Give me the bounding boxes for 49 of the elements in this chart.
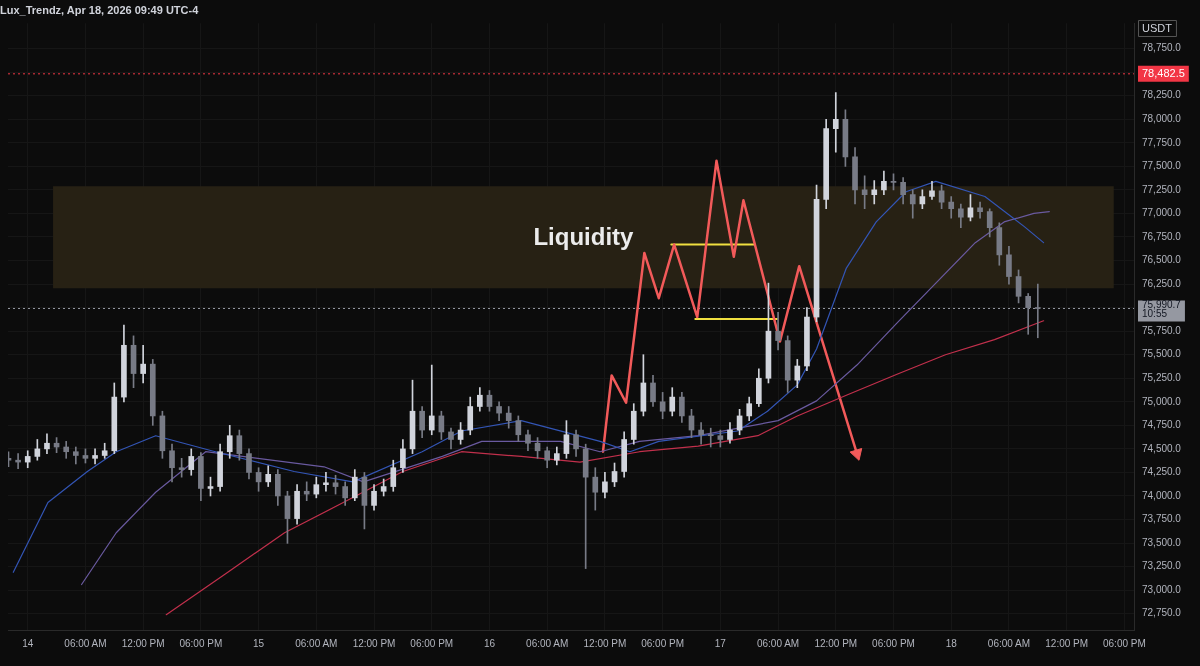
y-tick-label: 74,000.0	[1142, 489, 1182, 501]
x-tick-label: 06:00 AM	[987, 637, 1031, 649]
x-tick-label: 06:00 PM	[1102, 637, 1146, 649]
y-tick-label: 77,250.0	[1142, 183, 1182, 195]
x-tick-label: 12:00 PM	[352, 637, 396, 649]
x-tick-label: 06:00 AM	[295, 637, 338, 649]
y-tick-label: 73,250.0	[1142, 560, 1182, 572]
y-tick-label: 78,000.0	[1142, 113, 1182, 125]
x-tick-label: 15	[253, 637, 265, 649]
y-tick-label: 76,250.0	[1142, 277, 1182, 289]
y-tick-label: 74,750.0	[1142, 419, 1182, 431]
y-axis-title: USDT	[1142, 22, 1173, 35]
x-tick-label: 12:00 PM	[1045, 637, 1089, 649]
y-tick-label: 77,000.0	[1142, 207, 1182, 219]
x-tick-label: 12:00 PM	[583, 637, 627, 649]
x-tick-label: 06:00 PM	[410, 637, 454, 649]
y-tick-label: 76,500.0	[1142, 254, 1182, 266]
y-tick-label: 75,000.0	[1142, 395, 1182, 407]
x-tick-label: 16	[483, 637, 496, 649]
x-tick-label: 12:00 PM	[121, 637, 165, 649]
y-tick-label: 73,500.0	[1142, 536, 1182, 548]
band-label: Liquidity	[533, 222, 635, 250]
x-tick-label: 06:00 PM	[179, 637, 223, 649]
x-tick-label: 06:00 PM	[872, 637, 915, 649]
y-tick-label: 73,750.0	[1142, 513, 1182, 525]
text: 10:55	[1142, 308, 1168, 320]
y-tick-label: 74,500.0	[1142, 442, 1182, 454]
y-tick-label: 75,500.0	[1142, 348, 1182, 360]
y-tick-label: 75,750.0	[1142, 324, 1182, 336]
x-tick-label: 06:00 AM	[526, 637, 569, 649]
y-tick-label: 75,250.0	[1142, 372, 1182, 384]
y-tick-label: 78,250.0	[1142, 89, 1182, 101]
x-tick-label: 17	[714, 637, 727, 649]
y-tick-label: 77,750.0	[1142, 136, 1182, 148]
x-tick-label: 14	[22, 637, 34, 649]
y-tick-label: 76,750.0	[1142, 230, 1182, 242]
ref-line-label: 75,990.7	[1142, 299, 1182, 311]
ref-line-label: 78,482.5	[1142, 66, 1185, 79]
y-tick-label: 72,750.0	[1142, 607, 1182, 619]
x-tick-label: 06:00 AM	[64, 637, 107, 649]
y-tick-label: 77,500.0	[1142, 160, 1182, 172]
x-tick-label: 18	[945, 637, 958, 649]
chart-title: Lux_Trendz, Apr 18, 2026 09:49 UTC-4	[0, 3, 200, 16]
x-tick-label: 06:00 AM	[756, 637, 800, 649]
y-tick-label: 73,000.0	[1142, 583, 1182, 595]
x-tick-label: 12:00 PM	[814, 637, 858, 649]
y-tick-label: 74,250.0	[1142, 466, 1182, 478]
y-tick-label: 78,750.0	[1142, 42, 1182, 54]
x-tick-label: 06:00 PM	[641, 637, 685, 649]
